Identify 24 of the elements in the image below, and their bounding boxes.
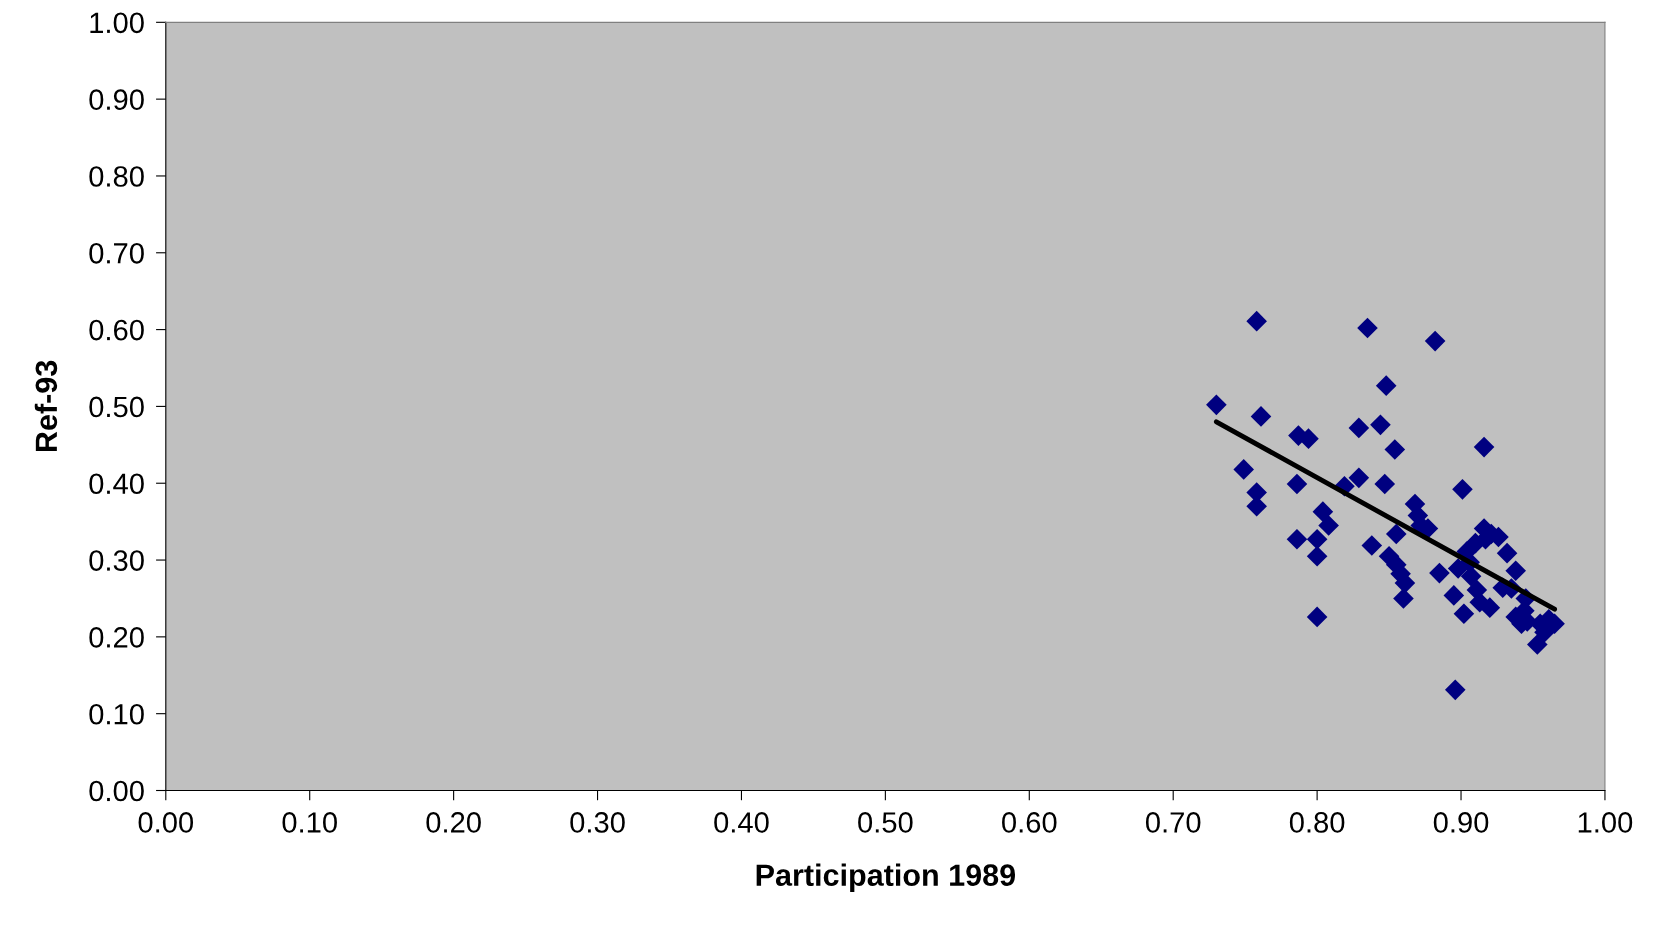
x-axis-title: Participation 1989 [756,863,1016,893]
x-tick-label: 0.80 [1289,812,1345,833]
y-tick-label: 0.40 [89,473,144,495]
y-tick-label: 0.50 [89,396,144,418]
y-tick-label: 0.10 [89,703,144,725]
x-tick-label: 1.00 [1578,812,1633,833]
y-tick-label: 1.00 [90,12,144,34]
x-tick-label: 0.60 [1002,812,1057,833]
x-tick-label: 0.40 [714,812,769,833]
y-tick-label: 0.90 [89,89,144,110]
x-tick-label: 0.90 [1433,812,1489,833]
y-axis-title: Ref-93 [34,360,58,452]
y-tick-label: 0.60 [89,319,144,341]
x-tick-label: 0.20 [426,812,481,833]
y-tick-label: 0.70 [89,242,144,264]
x-tick-label: 0.10 [282,812,337,833]
x-tick-label: 0.00 [138,812,194,833]
x-tick-label: 0.50 [858,812,913,833]
y-tick-label: 0.80 [89,166,144,187]
y-tick-label: 0.00 [89,780,144,802]
x-tick-label: 0.30 [570,812,625,833]
y-tick-label: 0.30 [89,550,144,571]
x-tick-label: 0.70 [1145,812,1201,833]
y-tick-label: 0.20 [89,627,144,648]
